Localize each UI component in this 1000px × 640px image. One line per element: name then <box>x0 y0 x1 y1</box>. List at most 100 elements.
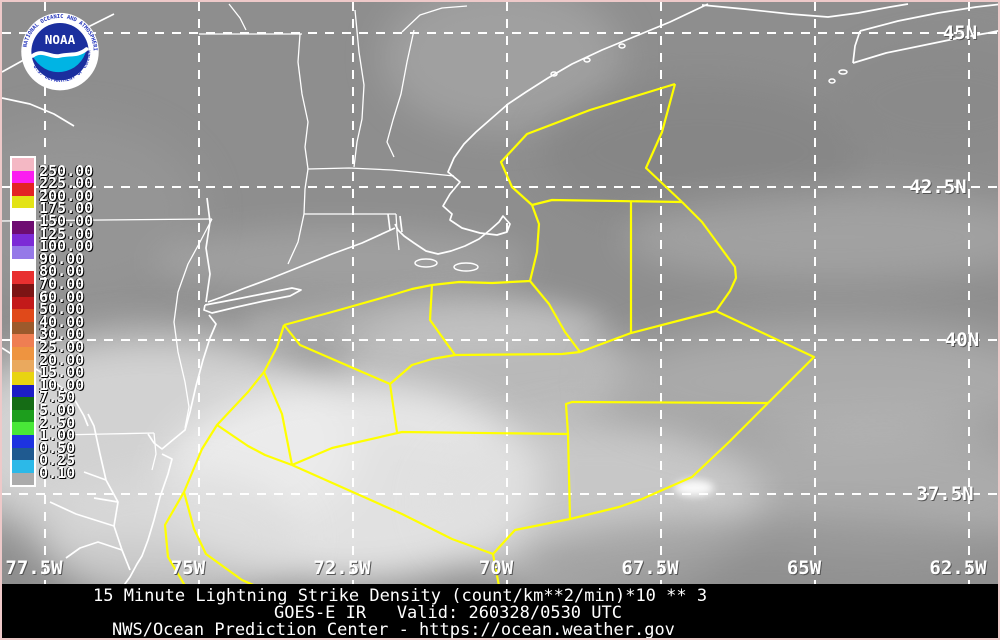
marine-zone-boundaries <box>163 82 816 584</box>
island-outline <box>618 43 626 49</box>
coastline <box>394 3 709 255</box>
legend-label: 0.25 <box>39 451 76 470</box>
legend-label: 175.00 <box>39 199 94 218</box>
state-border <box>307 167 455 177</box>
state-border <box>401 5 468 33</box>
state-border <box>297 33 309 170</box>
legend-label: 80.00 <box>39 262 85 281</box>
island-outline <box>550 71 558 77</box>
legend-swatch <box>12 271 34 284</box>
legend-label: 7.50 <box>39 388 76 407</box>
coastline <box>93 497 119 503</box>
grid-label: 62.5W <box>929 557 987 579</box>
legend-swatch <box>12 208 34 221</box>
legend-swatch <box>12 409 34 423</box>
noaa-acronym: NOAA <box>45 32 76 47</box>
coastline <box>2 97 75 127</box>
state-border <box>353 9 365 168</box>
caption-bar: 15 Minute Lightning Strike Density (coun… <box>2 584 998 638</box>
zone-boundary <box>283 324 391 386</box>
zone-boundary <box>499 82 676 206</box>
cloud-blob <box>152 227 532 297</box>
cloud-blob <box>622 192 998 282</box>
zone-boundary <box>389 350 581 385</box>
grid-label: 40N <box>944 329 980 351</box>
zone-boundary <box>491 402 769 584</box>
legend-swatch <box>12 170 34 184</box>
caption-valid-time: GOES-E IR Valid: 260328/0530 UTC <box>274 603 622 623</box>
legend-label: 15.00 <box>39 363 85 382</box>
grid-label: 67.5W <box>621 557 679 579</box>
zone-boundary <box>182 491 254 584</box>
grid-label: 37.5N <box>916 483 974 505</box>
legend-swatch <box>12 158 34 171</box>
state-border <box>151 432 157 471</box>
grid-label: 45N <box>942 22 978 44</box>
noaa-logo: NATIONAL OCEANIC AND ATMOSPHERIC ADMINIS… <box>12 7 99 91</box>
legend-swatch <box>12 346 34 360</box>
zone-boundary <box>182 324 286 493</box>
map-vector-layer <box>2 2 998 584</box>
coastline <box>387 213 391 231</box>
legend-label: 0.10 <box>39 464 76 482</box>
legend-label: 50.00 <box>39 300 85 319</box>
legend-swatch <box>12 283 34 297</box>
grid-label: 65W <box>786 557 822 579</box>
coastline <box>852 29 998 64</box>
coastline <box>203 287 302 314</box>
legend-label: 0.50 <box>39 438 76 457</box>
state-border <box>57 432 155 436</box>
coastline <box>399 215 403 233</box>
coastline <box>701 3 909 18</box>
zone-boundary <box>216 424 293 467</box>
legend-swatch <box>12 397 34 410</box>
legend-label: 2.50 <box>39 413 76 432</box>
coastline <box>87 413 131 571</box>
legend-swatch <box>12 334 34 347</box>
legend-swatch <box>12 372 34 385</box>
legend-label: 10.00 <box>39 375 85 394</box>
legend-swatch <box>12 246 34 259</box>
legend-swatch <box>12 258 34 272</box>
zone-boundary <box>291 430 572 520</box>
legend-label: 1.00 <box>39 426 76 445</box>
caption-source-url: NWS/Ocean Prediction Center - https://oc… <box>112 620 675 640</box>
coastline <box>852 30 861 64</box>
island-outline <box>828 78 836 84</box>
island-outline <box>414 258 438 268</box>
island-outline <box>838 69 848 75</box>
zone-boundary <box>579 309 717 354</box>
legend-label: 5.00 <box>39 401 76 419</box>
legend-label: 70.00 <box>39 275 85 293</box>
coastline <box>205 197 211 303</box>
noaa-gull-icon <box>30 47 89 59</box>
zone-boundary <box>531 198 683 207</box>
cloud-blob <box>674 480 714 496</box>
coastline <box>65 541 123 559</box>
latlon-gridlines <box>2 2 998 584</box>
coastline <box>123 453 173 584</box>
state-border <box>287 168 309 265</box>
coastline <box>83 471 107 481</box>
cloud-blob <box>542 82 862 222</box>
zone-boundary <box>283 279 531 327</box>
legend-swatch <box>12 422 34 436</box>
legend-swatch <box>12 233 34 247</box>
zone-boundary <box>681 201 738 312</box>
legend-swatch <box>12 309 34 322</box>
legend-swatch <box>12 384 34 398</box>
cloud-blob <box>602 322 998 442</box>
zone-boundary <box>262 371 294 466</box>
legend-label: 40.00 <box>39 312 85 331</box>
satellite-map: 45N 42.5N 40N 37.5N 77.5W 75W 72.5W 70W 67.5W 65W… <box>2 2 998 584</box>
zone-boundary <box>715 310 816 404</box>
legend-swatch <box>12 183 34 196</box>
legend-label: 30.00 <box>39 325 85 344</box>
legend-label: 25.00 <box>39 338 85 356</box>
zone-boundary <box>529 280 581 353</box>
zone-boundary <box>644 83 683 203</box>
coastlines <box>2 3 998 584</box>
color-scale-legend: 250.00 225.00 200.00 175.00 150.00 125.00 100.… <box>10 156 93 488</box>
legend-swatch <box>12 460 34 473</box>
